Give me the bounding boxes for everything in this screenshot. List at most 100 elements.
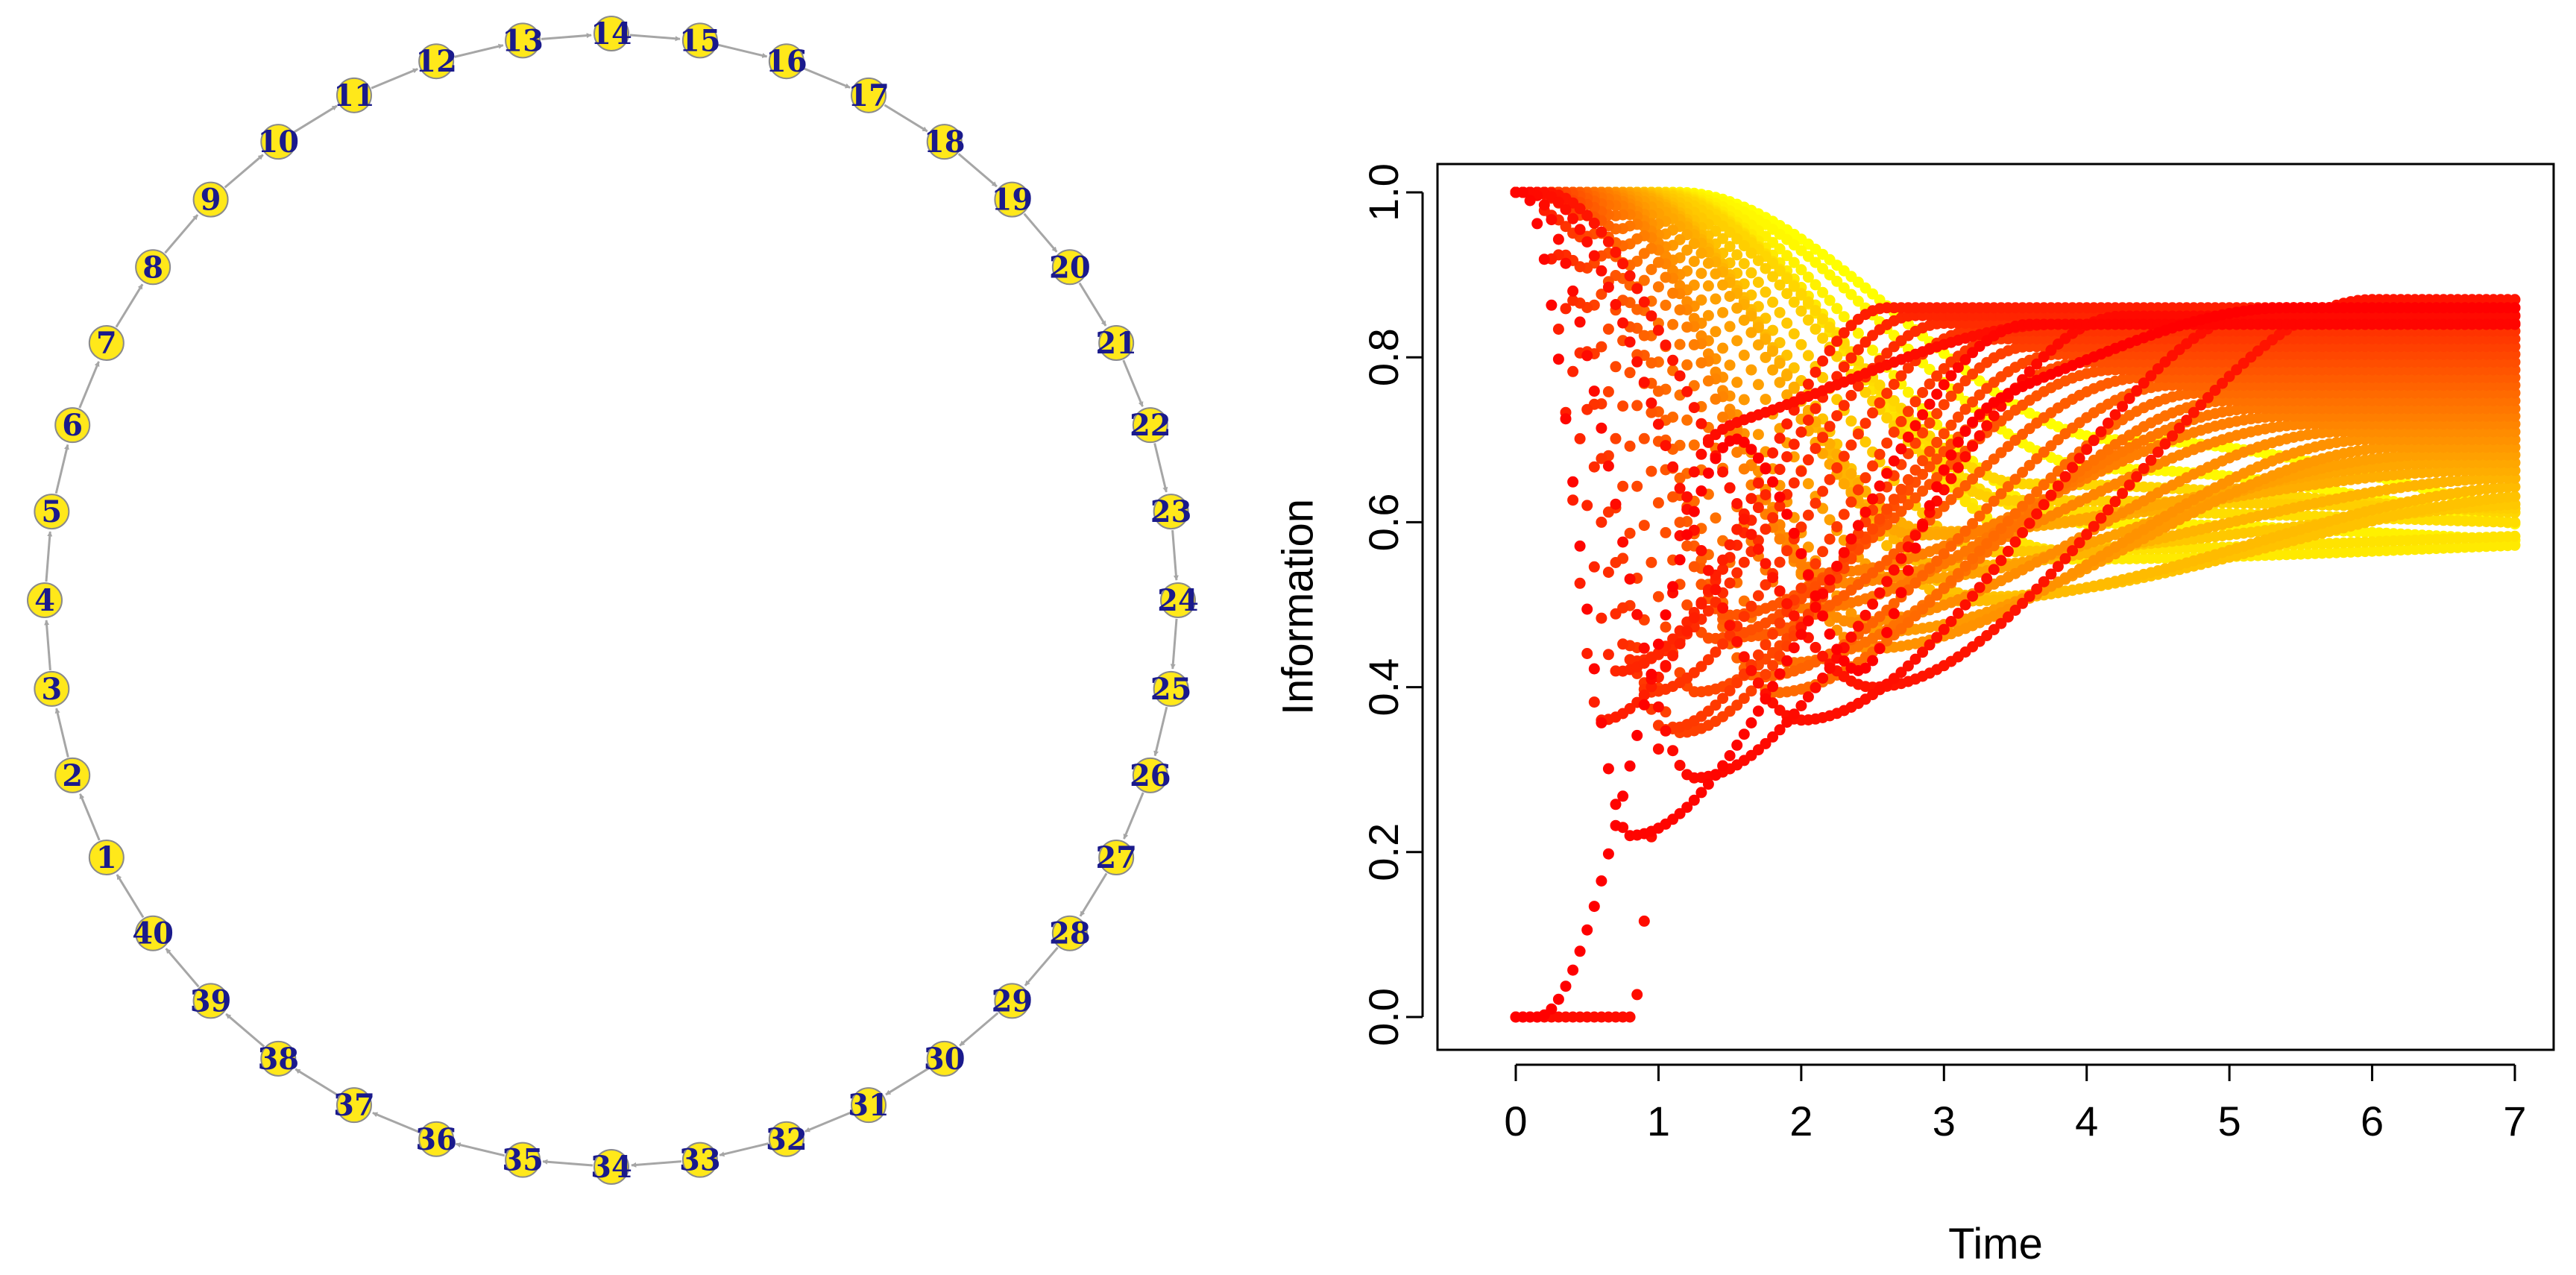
edge [1123, 792, 1144, 840]
data-point [1802, 415, 1814, 426]
edge [54, 444, 69, 494]
data-point [1674, 517, 1686, 529]
data-point [1888, 426, 1900, 438]
network-node: 32 [766, 1121, 807, 1157]
data-point [1738, 463, 1750, 475]
data-point [1795, 426, 1807, 438]
data-point [1667, 491, 1679, 503]
data-point [1874, 380, 1886, 391]
data-point [1931, 408, 1943, 420]
edge [1122, 359, 1144, 407]
data-point [1817, 313, 1829, 325]
data-point [2509, 539, 2521, 551]
data-point [1602, 385, 1614, 397]
data-point [1767, 364, 1779, 376]
data-point [1731, 335, 1743, 347]
edge [78, 361, 100, 409]
edge [164, 214, 199, 254]
network-edges [44, 33, 1179, 1168]
data-point [1681, 321, 1693, 333]
node-circle [88, 840, 125, 876]
network-node: 8 [135, 249, 171, 286]
data-point [1738, 315, 1750, 326]
data-point [1838, 400, 1850, 412]
data-point [1802, 509, 1814, 521]
node-label: 17 [848, 78, 889, 113]
data-point [1702, 280, 1714, 292]
node-label: 32 [766, 1122, 807, 1157]
edge [293, 104, 338, 133]
data-point [1752, 649, 1764, 661]
node-circle [192, 181, 229, 218]
node-label: 37 [333, 1088, 375, 1123]
data-point [1581, 403, 1593, 415]
data-point [1681, 540, 1693, 552]
node-label: 26 [1130, 758, 1171, 793]
edge [116, 874, 145, 919]
data-point [1767, 447, 1779, 459]
edge [803, 67, 851, 89]
network-node: 9 [192, 181, 229, 218]
node-circle [34, 494, 70, 530]
node-circle [681, 1142, 718, 1178]
data-point [2509, 491, 2521, 503]
data-point [1610, 432, 1622, 444]
data-point [1752, 477, 1764, 489]
node-label: 31 [848, 1088, 889, 1123]
data-point [1710, 326, 1722, 338]
data-point [1845, 289, 1857, 300]
data-point [1581, 648, 1593, 659]
network-node: 28 [1049, 915, 1091, 951]
node-label: 14 [591, 16, 632, 51]
data-point [1574, 432, 1586, 444]
data-point [1824, 269, 1836, 281]
data-point [1909, 396, 1921, 408]
data-point [1760, 394, 1772, 406]
data-point [1588, 461, 1600, 473]
network-node: 29 [992, 983, 1033, 1019]
data-point [1810, 403, 1821, 415]
data-point [1724, 539, 1736, 551]
data-point [1795, 305, 1807, 317]
edge [885, 1067, 930, 1096]
node-circle [1051, 249, 1088, 286]
data-point [1617, 400, 1629, 412]
data-point [1852, 484, 1864, 496]
network-node: 6 [54, 407, 91, 444]
data-point [1674, 638, 1686, 649]
data-point [1838, 361, 1850, 373]
data-point [1688, 612, 1700, 624]
data-point [1802, 478, 1814, 490]
edge [45, 531, 53, 582]
network-node: 14 [591, 16, 632, 51]
node-label: 25 [1150, 672, 1192, 707]
data-point [1795, 339, 1807, 350]
network-node: 37 [333, 1087, 375, 1124]
data-point [1724, 321, 1736, 333]
node-label: 2 [62, 758, 83, 793]
edge [371, 68, 418, 89]
data-point [1838, 450, 1850, 462]
data-point [1702, 375, 1714, 387]
data-point [1802, 314, 1814, 326]
data-point [1852, 428, 1864, 440]
data-point [1795, 264, 1807, 276]
node-circle [1153, 670, 1189, 707]
data-point [1824, 321, 1836, 333]
edge [295, 1068, 339, 1097]
network-node: 10 [257, 124, 299, 160]
data-point [1838, 311, 1850, 323]
data-point [1760, 669, 1772, 681]
data-point [1881, 388, 1893, 400]
edge [1079, 872, 1108, 917]
data-point [1881, 437, 1893, 449]
data-point [1881, 503, 1893, 515]
data-point [1652, 591, 1664, 602]
data-point [1745, 267, 1757, 279]
node-label: 38 [257, 1042, 299, 1077]
data-point [1574, 577, 1586, 589]
data-point [1752, 429, 1764, 441]
edge [372, 1112, 420, 1133]
data-point [1902, 473, 1914, 485]
network-node: 24 [1157, 582, 1199, 618]
